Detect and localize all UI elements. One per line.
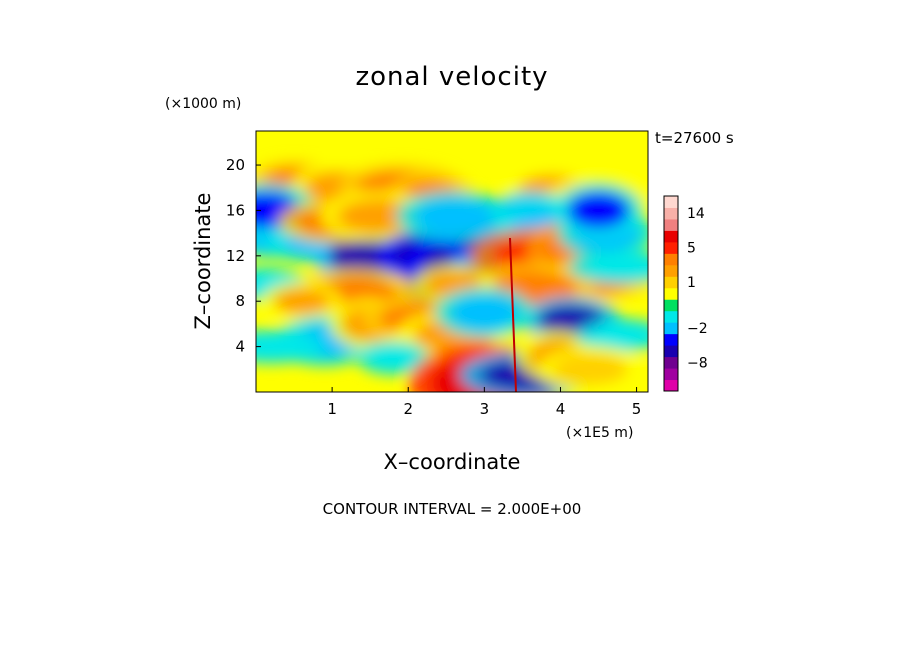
y-tick-label: 16	[226, 201, 245, 219]
velocity-cell	[256, 335, 309, 359]
y-tick-label: 4	[235, 338, 245, 356]
velocity-cell	[328, 235, 397, 276]
colorbar-tick-label: −2	[687, 321, 708, 337]
velocity-cell	[368, 346, 419, 370]
velocity-cell	[273, 288, 330, 315]
y-tick-label: 20	[226, 156, 245, 174]
colorbar-tick-label: 1	[687, 275, 696, 291]
velocity-cell	[413, 199, 494, 234]
colorbar-segment	[664, 241, 678, 254]
x-unit-label: (×1E5 m)	[566, 425, 633, 441]
colorbar-tick-label: 5	[687, 241, 696, 257]
colorbar-segment	[664, 264, 678, 277]
time-label: t=27600 s	[655, 129, 734, 147]
colorbar-segment	[664, 218, 678, 231]
colorbar	[663, 195, 679, 392]
x-axis-ticks: 1 2 3 4 5	[327, 387, 641, 418]
y-tick-label: 8	[235, 292, 245, 310]
velocity-cell	[584, 255, 648, 279]
colorbar-segment	[664, 310, 678, 323]
colorbar-segment	[664, 230, 678, 243]
colorbar-segment	[664, 333, 678, 346]
y-axis-ticks: 4 8 12 16 20	[226, 156, 261, 356]
y-axis-label: Z–coordinate	[191, 193, 215, 330]
colorbar-segment	[664, 299, 678, 312]
x-tick-label: 2	[403, 400, 413, 418]
velocity-cell	[450, 295, 519, 330]
velocity-cell	[553, 353, 628, 385]
x-tick-label: 5	[632, 400, 642, 418]
colorbar-ticks: 14 5 1 −2 −8	[687, 206, 708, 371]
velocity-cell	[337, 199, 418, 234]
colorbar-segment	[664, 253, 678, 266]
colorbar-segment	[664, 322, 678, 335]
velocity-field	[256, 160, 648, 392]
colorbar-tick-label: 14	[687, 206, 705, 222]
colorbar-segment	[664, 196, 678, 208]
colorbar-segment	[664, 379, 678, 392]
colorbar-segment	[664, 207, 678, 220]
colorbar-segment	[664, 356, 678, 369]
velocity-cell	[590, 323, 648, 347]
colorbar-segment	[664, 276, 678, 289]
x-tick-label: 1	[327, 400, 337, 418]
y-unit-label: (×1000 m)	[165, 96, 241, 112]
colorbar-segment	[664, 368, 678, 381]
x-tick-label: 4	[556, 400, 566, 418]
colorbar-tick-label: −8	[687, 355, 708, 371]
chart-title: zonal velocity	[355, 62, 548, 92]
y-tick-label: 12	[226, 247, 245, 265]
x-axis-label: X–coordinate	[384, 450, 521, 474]
colorbar-segment	[664, 345, 678, 358]
colorbar-segment	[664, 287, 678, 300]
front-line	[509, 237, 517, 392]
plot-area	[256, 131, 648, 392]
x-tick-label: 3	[480, 400, 490, 418]
contour-interval-note: CONTOUR INTERVAL = 2.000E+00	[323, 500, 582, 518]
velocity-cell	[567, 191, 630, 229]
plot-frame	[255, 130, 649, 393]
colorbar-frame	[663, 195, 679, 392]
